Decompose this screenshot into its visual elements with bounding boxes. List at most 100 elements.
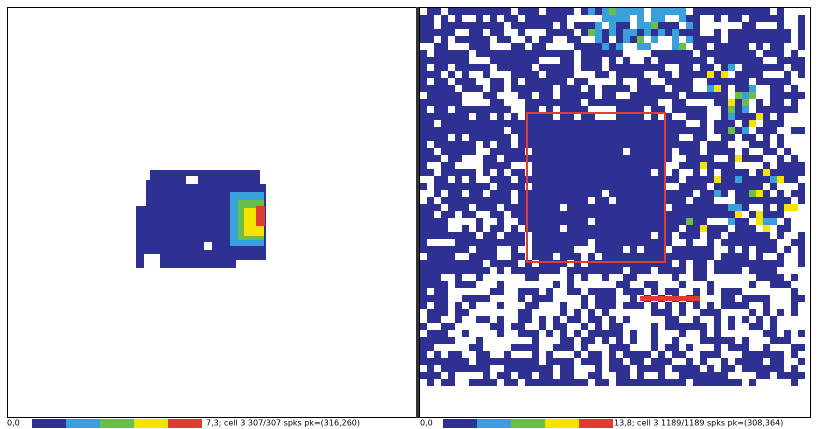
cell [791,344,798,351]
cell [595,295,602,302]
hole [204,242,212,250]
cell [749,358,756,365]
cell [707,57,714,64]
cell [700,253,707,260]
cell [574,239,581,246]
cell [763,29,770,36]
cell [637,106,644,113]
cell [546,330,553,337]
cell [791,120,798,127]
cell [539,155,546,162]
cell [637,330,644,337]
cell [686,365,693,372]
cell [609,99,616,106]
cell [434,92,441,99]
cell [420,316,427,323]
cell [546,169,553,176]
cell [546,141,553,148]
cell [497,344,504,351]
cell [770,197,777,204]
cell [525,267,532,274]
cell [497,64,504,71]
cell [518,295,525,302]
cell [686,218,693,225]
cell [602,204,609,211]
cell [714,197,721,204]
cell [427,71,434,78]
cell [476,134,483,141]
cell [539,351,546,358]
cell [588,309,595,316]
cell [469,64,476,71]
cell [742,344,749,351]
cell [595,120,602,127]
cell [602,169,609,176]
cell [539,176,546,183]
cell [553,43,560,50]
cell [721,379,728,386]
cell [567,204,574,211]
cell [630,344,637,351]
cell [623,204,630,211]
cell [770,106,777,113]
cell [651,141,658,148]
cell [602,22,609,29]
cell [798,155,805,162]
cell [462,211,469,218]
cell [448,309,455,316]
cell [602,232,609,239]
cell [700,15,707,22]
cell [504,15,511,22]
cell [770,330,777,337]
cell [441,78,448,85]
cell [504,281,511,288]
cell [665,71,672,78]
cell [770,288,777,295]
cell [728,274,735,281]
cell [672,330,679,337]
cell [735,29,742,36]
cell [588,330,595,337]
cell [434,64,441,71]
cell [728,176,735,183]
cell [504,260,511,267]
cell [490,372,497,379]
cell [420,29,427,36]
cell [791,64,798,71]
cell [448,134,455,141]
cell [728,309,735,316]
cell [539,204,546,211]
cell [476,120,483,127]
cell [441,274,448,281]
cell [560,36,567,43]
cell [581,57,588,64]
cell [511,36,518,43]
cell [714,204,721,211]
cell [476,372,483,379]
cell [441,379,448,386]
cell [777,43,784,50]
cell [532,141,539,148]
cell [455,337,462,344]
cell [532,120,539,127]
cell [700,267,707,274]
cell [588,358,595,365]
cell [434,8,441,15]
cell [518,211,525,218]
cell [693,29,700,36]
colorbar-swatch [100,419,134,428]
cell [700,344,707,351]
cell [721,358,728,365]
cell [539,274,546,281]
cell [637,162,644,169]
cell [770,211,777,218]
cell [553,288,560,295]
cell [763,316,770,323]
cell [735,351,742,358]
cell [427,274,434,281]
cell [686,288,693,295]
cell [700,64,707,71]
cell [763,15,770,22]
cell [511,134,518,141]
cell [707,232,714,239]
